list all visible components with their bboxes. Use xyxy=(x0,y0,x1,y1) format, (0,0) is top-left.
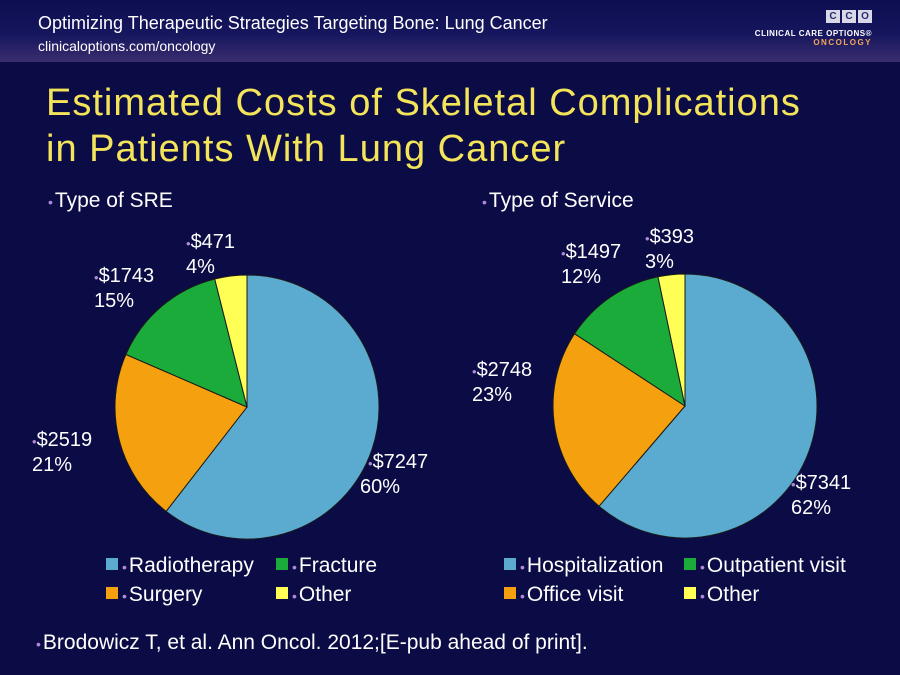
pie-slice-surgery xyxy=(114,353,248,513)
brand-letter: C xyxy=(826,10,840,23)
data-label-percent: 21% xyxy=(32,454,72,476)
bullet-icon: • xyxy=(122,559,127,575)
legend-swatch xyxy=(106,587,118,599)
slide-title-line-2: in Patients With Lung Cancer xyxy=(46,128,567,170)
header-title: Optimizing Therapeutic Strategies Target… xyxy=(38,13,548,33)
data-label-percent: 60% xyxy=(360,476,400,498)
legend-label: Outpatient visit xyxy=(706,554,846,577)
bullet-icon: • xyxy=(122,588,127,604)
slide-title-line-1: Estimated Costs of Skeletal Complication… xyxy=(46,82,801,124)
legend-item-other-service: •Other xyxy=(684,582,759,608)
data-label-value: •$2519 xyxy=(32,429,92,451)
bullet-icon: • xyxy=(700,588,705,604)
bullet-icon: • xyxy=(36,636,41,652)
legend-swatch xyxy=(106,558,118,570)
data-label-percent: 3% xyxy=(645,251,674,273)
legend-label: Office visit xyxy=(526,583,624,606)
legend-swatch xyxy=(504,587,516,599)
legend-item-outpatient-visit: •Outpatient visit xyxy=(684,553,846,579)
pie-slice-other xyxy=(657,273,686,407)
chart-2-subhead: •Type of Service xyxy=(482,189,634,213)
legend-label: Radiotherapy xyxy=(128,554,254,577)
brand-letter: C xyxy=(842,10,856,23)
data-label-value: •$2748 xyxy=(472,359,532,381)
brand-sub: ONCOLOGY xyxy=(813,38,872,47)
legend-item-surgery: •Surgery xyxy=(106,582,202,608)
header-bar: Optimizing Therapeutic Strategies Target… xyxy=(0,0,900,62)
bullet-icon: • xyxy=(292,588,297,604)
legend-swatch xyxy=(684,587,696,599)
data-label-value: •$1497 xyxy=(561,241,621,263)
pie-slice-hospitalization xyxy=(598,273,818,539)
footnote: •Brodowicz T, et al. Ann Oncol. 2012;[E-… xyxy=(36,630,596,657)
pie-slice-fracture xyxy=(125,278,248,408)
bullet-icon: • xyxy=(700,559,705,575)
legend-item-radiotherapy: •Radiotherapy xyxy=(106,553,254,579)
legend-label: Other xyxy=(298,583,352,606)
bullet-icon: • xyxy=(482,194,487,210)
data-label-percent: 4% xyxy=(186,256,215,278)
data-label-value: •$471 xyxy=(186,231,235,253)
data-label-percent: 12% xyxy=(561,266,601,288)
legend-item-office-visit: •Office visit xyxy=(504,582,623,608)
pie-slice-other xyxy=(214,274,248,408)
chart-1-title: Type of SRE xyxy=(54,189,173,212)
bullet-icon: • xyxy=(520,559,525,575)
footnote-text: Brodowicz T, et al. Ann Oncol. 2012;[E-p… xyxy=(42,631,588,654)
pie-slice-outpatient-visit xyxy=(573,276,686,408)
brand-letter: O xyxy=(858,10,872,23)
data-label-percent: 62% xyxy=(791,497,831,519)
brand-name: CLINICAL CARE OPTIONS® xyxy=(754,29,872,38)
chart-1-subhead: •Type of SRE xyxy=(48,189,173,213)
pie-slice-office-visit xyxy=(552,333,686,507)
data-label-percent: 15% xyxy=(94,290,134,312)
legend-label: Hospitalization xyxy=(526,554,664,577)
legend-label: Surgery xyxy=(128,583,203,606)
slide-title: Estimated Costs of Skeletal Complication… xyxy=(46,80,876,172)
legend-label: Fracture xyxy=(298,554,378,577)
pie-slice-radiotherapy xyxy=(165,274,380,540)
legend-swatch xyxy=(684,558,696,570)
chart-2-title: Type of Service xyxy=(488,189,634,212)
brand-letter-boxes: C C O xyxy=(755,10,872,23)
data-label-value: •$7341 xyxy=(791,472,851,494)
header-url[interactable]: clinicaloptions.com/oncology xyxy=(38,38,216,54)
legend-item-fracture: •Fracture xyxy=(276,553,377,579)
legend-label: Other xyxy=(706,583,760,606)
bullet-icon: • xyxy=(520,588,525,604)
bullet-icon: • xyxy=(48,194,53,210)
legend-swatch xyxy=(276,587,288,599)
legend-swatch xyxy=(276,558,288,570)
legend-item-other: •Other xyxy=(276,582,351,608)
legend-item-hospitalization: •Hospitalization xyxy=(504,553,663,579)
data-label-percent: 23% xyxy=(472,384,512,406)
bullet-icon: • xyxy=(292,559,297,575)
data-label-value: •$7247 xyxy=(368,451,428,473)
data-label-value: •$1743 xyxy=(94,265,154,287)
brand-logo: C C O CLINICAL CARE OPTIONS® ONCOLOGY xyxy=(755,10,872,47)
data-label-value: •$393 xyxy=(645,226,694,248)
legend-swatch xyxy=(504,558,516,570)
